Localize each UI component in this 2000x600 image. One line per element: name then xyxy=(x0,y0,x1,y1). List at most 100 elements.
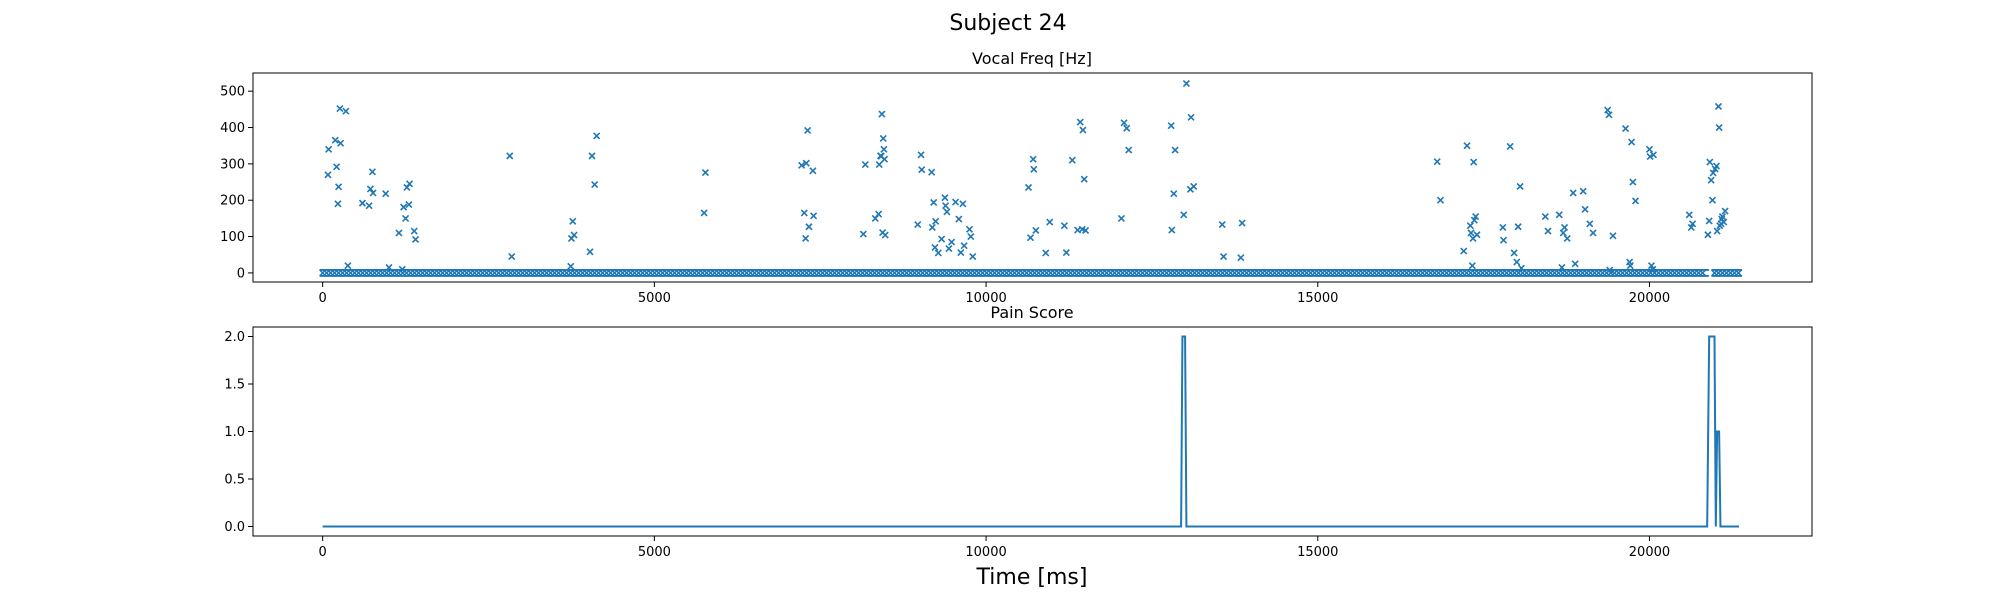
scatter-point xyxy=(934,249,942,257)
scatter-point xyxy=(945,244,953,253)
scatter-point xyxy=(701,169,710,177)
y-tick-label: 2.0 xyxy=(224,330,245,345)
vocal-freq-ticks: 0 5000 10000 15000 20000 0 100 200 300 400 500 xyxy=(220,85,1670,306)
y-tick-label: 1.5 xyxy=(224,378,245,393)
scatter-point xyxy=(1062,248,1070,257)
scatter-point xyxy=(928,223,936,232)
y-tick-label: 200 xyxy=(220,194,245,209)
scatter-point xyxy=(365,202,373,210)
scatter-point xyxy=(1080,175,1088,183)
scatter-point xyxy=(385,263,393,272)
pain-score-marks xyxy=(322,335,1740,528)
scatter-point xyxy=(1627,138,1636,146)
scatter-point xyxy=(1571,260,1579,268)
pain-score-ticks: 0 5000 10000 15000 20000 0.0 0.5 1.0 1.5 2.0 xyxy=(224,330,1670,560)
scatter-point xyxy=(1579,187,1587,195)
scatter-point xyxy=(809,167,817,175)
scatter-point xyxy=(917,151,925,159)
scatter-point xyxy=(567,262,575,270)
scatter-point xyxy=(861,161,869,169)
scatter-point xyxy=(1463,142,1471,150)
scatter-point xyxy=(1466,222,1474,230)
scatter-point xyxy=(570,231,578,239)
y-tick-label: 500 xyxy=(220,85,245,100)
scatter-point xyxy=(1170,190,1178,198)
x-tick-label: 20000 xyxy=(1629,545,1670,560)
scatter-point xyxy=(969,252,977,261)
scatter-point xyxy=(932,217,940,225)
scatter-point xyxy=(1218,221,1226,229)
scatter-point xyxy=(1558,263,1566,272)
scatter-point xyxy=(1569,189,1577,197)
scatter-point xyxy=(1712,162,1721,170)
scatter-point xyxy=(411,235,420,244)
vocal-freq-axes-frame xyxy=(252,72,1813,283)
scatter-point xyxy=(955,215,963,223)
x-tick-label: 15000 xyxy=(1297,545,1338,560)
scatter-point xyxy=(1190,182,1198,190)
scatter-point xyxy=(1460,247,1468,255)
scatter-point xyxy=(802,234,810,242)
scatter-point xyxy=(1563,234,1571,242)
x-tick-label: 20000 xyxy=(1629,291,1670,306)
scatter-point xyxy=(1705,217,1713,225)
scatter-point xyxy=(1708,196,1717,204)
scatter-point xyxy=(1032,226,1040,234)
vocal-freq-title: Vocal Freq [Hz] xyxy=(972,49,1092,68)
figure-title: Subject 24 xyxy=(949,11,1066,36)
scatter-point xyxy=(951,198,960,206)
scatter-point xyxy=(947,238,956,246)
scatter-point xyxy=(1631,197,1640,205)
scatter-point xyxy=(369,189,377,197)
scatter-point xyxy=(942,202,950,210)
scatter-point xyxy=(800,209,808,217)
scatter-point xyxy=(938,235,946,243)
scatter-point xyxy=(1024,183,1033,192)
scatter-point xyxy=(1581,205,1589,213)
scatter-point xyxy=(875,161,883,169)
scatter-point xyxy=(1514,223,1522,231)
scatter-point xyxy=(1436,196,1445,204)
x-axis-label: Time [ms] xyxy=(976,565,1088,590)
x-tick-label: 5000 xyxy=(638,291,671,306)
scatter-point xyxy=(1713,227,1721,235)
scatter-point xyxy=(1721,207,1729,215)
scatter-point xyxy=(588,152,596,160)
scatter-point xyxy=(805,223,813,231)
y-tick-label: 0.0 xyxy=(224,520,245,535)
scatter-point xyxy=(1167,122,1175,130)
scatter-point xyxy=(1123,124,1131,132)
scatter-point xyxy=(1516,182,1524,190)
scatter-point xyxy=(1720,218,1728,226)
scatter-point xyxy=(1076,118,1084,126)
pain-score-axes-frame xyxy=(252,326,1813,537)
scatter-point xyxy=(368,168,376,176)
y-tick-label: 300 xyxy=(220,157,245,172)
scatter-point xyxy=(1125,146,1133,154)
scatter-point xyxy=(1560,223,1569,232)
x-tick-label: 5000 xyxy=(638,545,671,560)
scatter-point xyxy=(508,252,516,261)
scatter-point xyxy=(1082,226,1090,234)
scatter-point xyxy=(325,145,333,153)
scatter-point xyxy=(1473,231,1481,239)
x-tick-label: 10000 xyxy=(965,545,1006,560)
scatter-point xyxy=(1219,252,1228,261)
scatter-point xyxy=(398,265,406,273)
pain-score-panel: 0 5000 10000 15000 20000 0.0 0.5 1.0 1.5 2.0 Pain… xyxy=(224,303,1813,560)
scatter-point xyxy=(914,221,922,229)
scatter-point xyxy=(1645,145,1654,153)
scatter-point xyxy=(941,194,949,202)
scatter-point xyxy=(335,183,343,191)
scatter-point xyxy=(1168,226,1176,234)
scatter-point xyxy=(1622,125,1630,133)
scatter-point xyxy=(400,203,408,211)
scatter-point xyxy=(1555,211,1563,219)
scatter-point xyxy=(410,227,418,235)
scatter-point xyxy=(1541,213,1549,221)
scatter-point xyxy=(804,126,812,134)
scatter-point xyxy=(382,190,390,198)
y-tick-label: 1.0 xyxy=(224,425,245,440)
scatter-point xyxy=(1718,213,1727,221)
